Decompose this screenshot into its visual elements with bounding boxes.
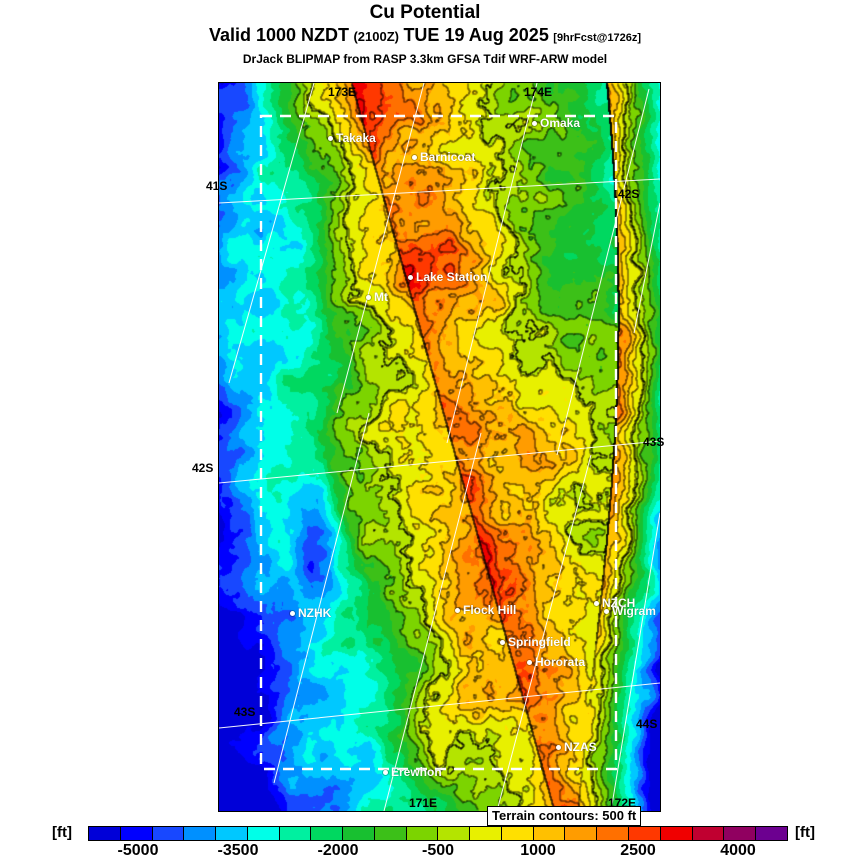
- city-marker-nzch: NZCH: [594, 596, 636, 611]
- city-marker-nzhk: NZHK: [290, 606, 332, 621]
- city-marker-erewhon: Erewhon: [383, 765, 442, 780]
- city-label: NZAS: [564, 740, 597, 755]
- city-dot-icon: [532, 121, 537, 127]
- graticule-label-lon-171e-bottom: 171E: [409, 796, 438, 810]
- colorbar-band-2: [151, 827, 184, 840]
- city-label: Hororata: [535, 655, 586, 670]
- colorbar-tick--2000: -2000: [317, 842, 359, 859]
- city-dot-icon: [556, 745, 561, 751]
- colorbar-unit-right: [ft]: [795, 824, 815, 841]
- colorbar-tick--3500: -3500: [217, 842, 259, 859]
- city-dot-icon: [604, 609, 609, 615]
- city-label: Erewhon: [391, 765, 442, 780]
- city-marker-omaka: Omaka: [532, 116, 581, 131]
- city-marker-mt: Mt: [366, 290, 388, 305]
- graticule-label-lon-173e-top: 173E: [328, 85, 357, 99]
- colorbar-tick-4000: 4000: [720, 842, 756, 859]
- city-marker-flock-hill: Flock Hill: [455, 603, 517, 618]
- colorbar-band-19: [691, 827, 724, 840]
- colorbar-band-21: [755, 827, 787, 840]
- graticule-label-lat-42s-left: 42S: [192, 461, 214, 475]
- city-dot-icon: [383, 770, 388, 776]
- city-dot-icon: [328, 136, 333, 142]
- city-label: Takaka: [336, 131, 376, 146]
- graticule-label-lon-174e-top: 174E: [524, 85, 553, 99]
- colorbar-band-16: [596, 827, 629, 840]
- page-title: Cu Potential: [369, 2, 481, 23]
- forecast-tag: [9hrFcst@1726z]: [553, 32, 642, 44]
- graticule-label-lat-42s-right: 42S: [618, 187, 640, 201]
- graticule-label-lat-41s-left: 41S: [206, 179, 228, 193]
- colorbar-band-4: [215, 827, 247, 840]
- colorbar-band-20: [723, 827, 756, 840]
- city-label: Wigram: [612, 604, 656, 619]
- graticule-label-lat-44s-right: 44S: [636, 717, 658, 731]
- city-marker-springfield: Springfield: [500, 635, 571, 650]
- city-dot-icon: [290, 611, 295, 617]
- city-label: Flock Hill: [463, 603, 517, 618]
- colorbar-band-12: [469, 827, 501, 840]
- colorbar-bands: [88, 826, 788, 841]
- city-label: Omaka: [540, 116, 581, 131]
- colorbar-band-15: [564, 827, 597, 840]
- valid-date: TUE 19 Aug 2025: [403, 25, 549, 45]
- graticule-label-lat-43s-right: 43S: [643, 435, 665, 449]
- colorbar-band-9: [373, 827, 406, 840]
- title-block: Cu Potential Valid 1000 NZDT (2100Z) TUE…: [0, 0, 850, 67]
- city-dot-icon: [527, 660, 532, 666]
- colorbar-band-14: [532, 827, 565, 840]
- colorbar-band-10: [405, 827, 438, 840]
- forecast-map[interactable]: [218, 82, 661, 812]
- city-label: Barnicoat: [420, 150, 476, 165]
- colorbar-band-18: [659, 827, 692, 840]
- colorbar-tick-1000: 1000: [520, 842, 556, 859]
- colorbar-band-3: [183, 827, 216, 840]
- city-dot-icon: [408, 275, 413, 281]
- colorbar-band-7: [310, 827, 343, 840]
- city-label: Springfield: [508, 635, 571, 650]
- colorbar-band-13: [500, 827, 533, 840]
- valid-time: Valid 1000 NZDT: [208, 25, 349, 45]
- colorbar-band-8: [342, 827, 374, 840]
- city-marker-barnicoat: Barnicoat: [412, 150, 476, 165]
- city-label: Lake Station: [416, 270, 488, 285]
- valid-time-utc: (2100Z): [353, 29, 399, 44]
- colorbar: [ft] [ft] -5000 -3500 -2000 -500 1000 2500 400…: [0, 822, 850, 860]
- city-marker-lake-station: Lake Station: [408, 270, 488, 285]
- colorbar-band-11: [437, 827, 470, 840]
- city-marker-takaka: Takaka: [328, 131, 376, 146]
- colorbar-unit-left: [ft]: [52, 824, 72, 841]
- city-dot-icon: [455, 608, 460, 614]
- city-label: NZCH: [602, 596, 636, 611]
- colorbar-tick-2500: 2500: [620, 842, 656, 859]
- cu-potential-raster: [219, 83, 660, 811]
- colorbar-tick-labels: -5000 -3500 -2000 -500 1000 2500 4000: [88, 842, 788, 862]
- colorbar-band-6: [278, 827, 311, 840]
- city-dot-icon: [412, 155, 417, 161]
- model-description: DrJack BLIPMAP from RASP 3.3km GFSA Tdif…: [242, 52, 608, 66]
- colorbar-band-1: [119, 827, 152, 840]
- colorbar-band-17: [628, 827, 660, 840]
- terrain-contour-legend: Terrain contours: 500 ft: [487, 806, 642, 826]
- city-dot-icon: [366, 295, 371, 301]
- colorbar-tick--5000: -5000: [117, 842, 159, 859]
- valid-time-line: Valid 1000 NZDT (2100Z) TUE 19 Aug 2025 …: [0, 24, 850, 50]
- city-marker-nzas: NZAS: [556, 740, 597, 755]
- city-label: NZHK: [298, 606, 332, 621]
- city-dot-icon: [594, 601, 599, 607]
- colorbar-band-0: [89, 827, 120, 840]
- city-dot-icon: [500, 640, 505, 646]
- colorbar-band-5: [246, 827, 279, 840]
- city-marker-wigram: Wigram: [604, 604, 656, 619]
- colorbar-tick--500: -500: [421, 842, 455, 859]
- city-marker-hororata: Hororata: [527, 655, 586, 670]
- graticule-label-lat-43s-left: 43S: [234, 705, 256, 719]
- city-label: Mt: [374, 290, 388, 305]
